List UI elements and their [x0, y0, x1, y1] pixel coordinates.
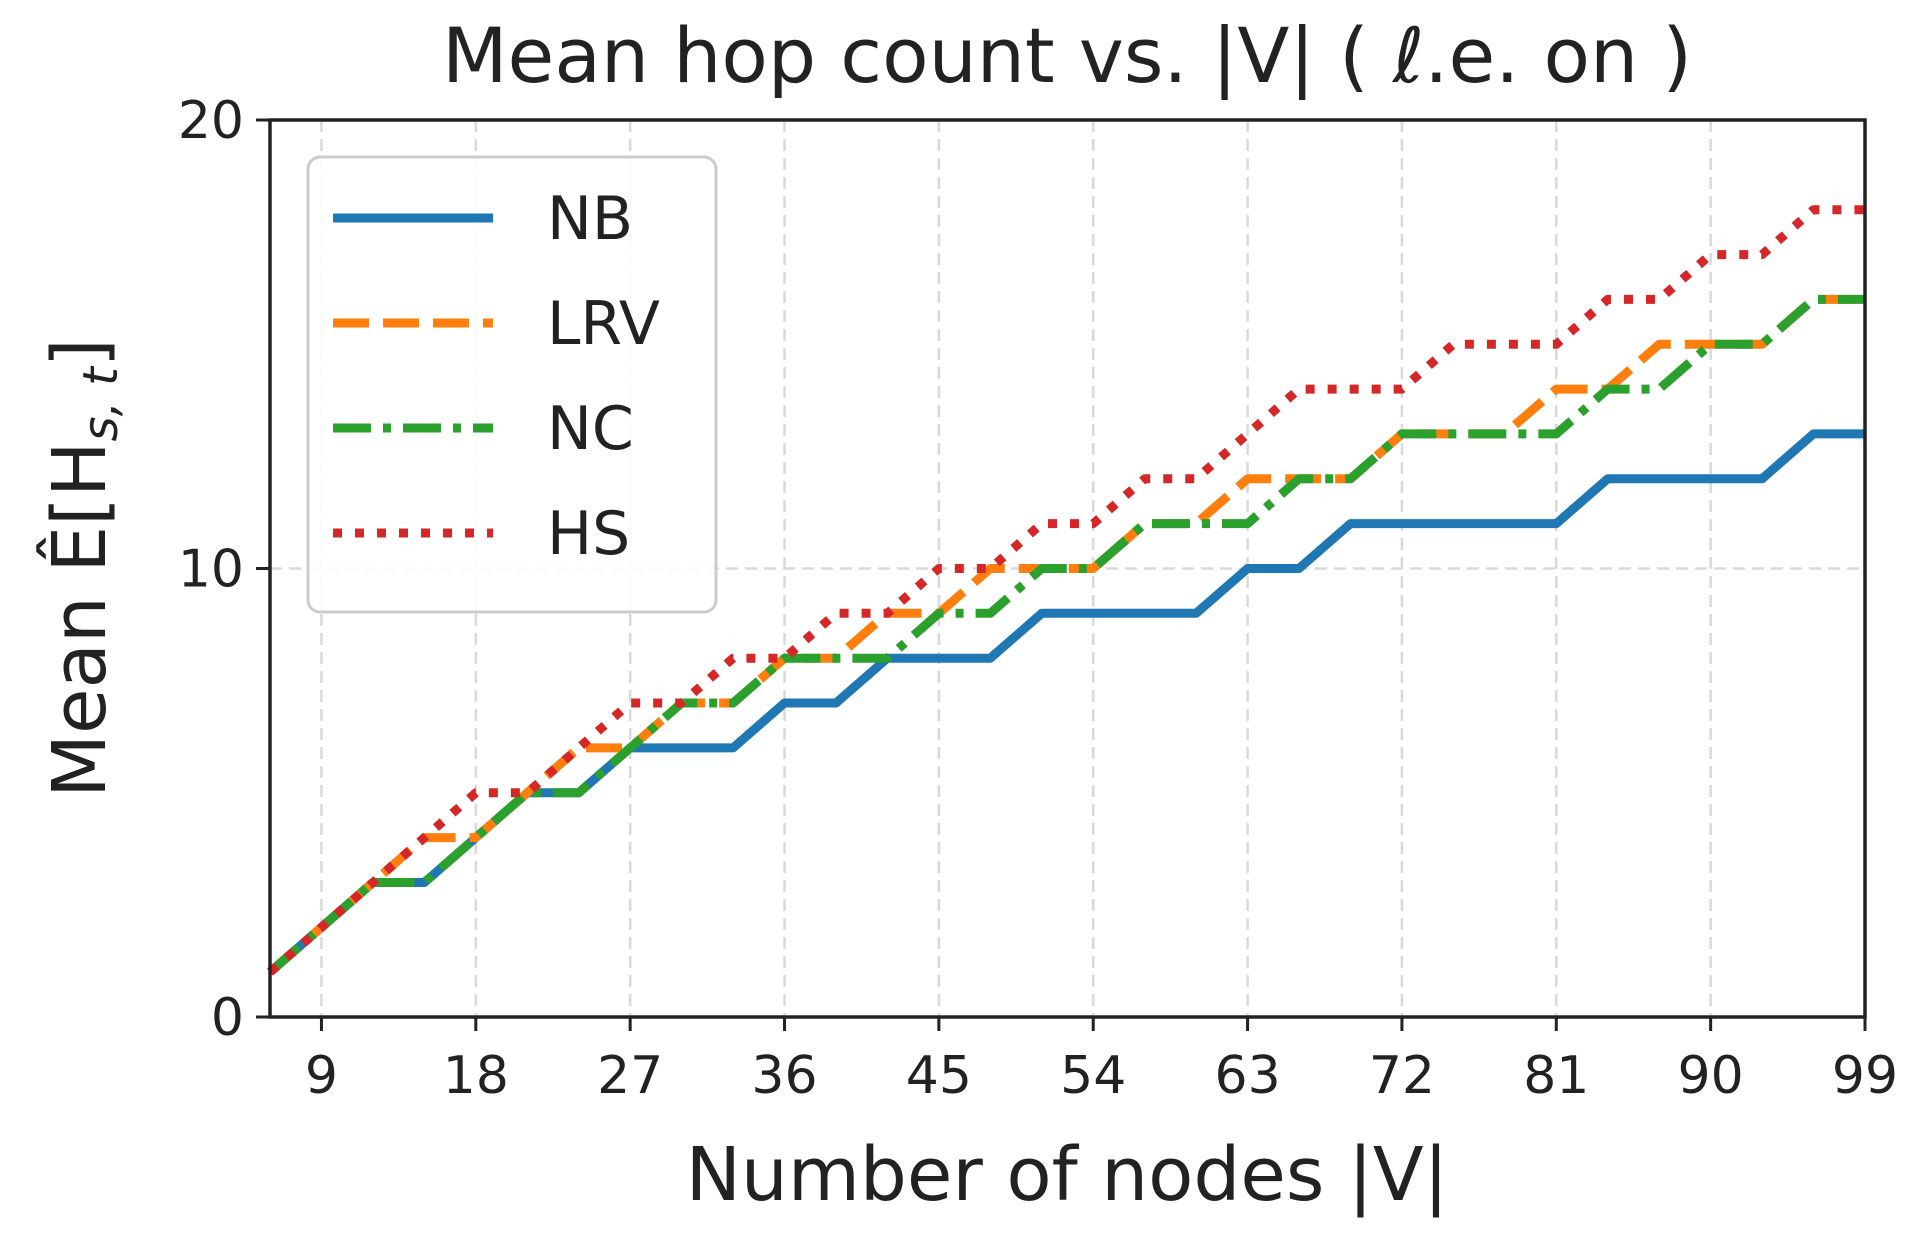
x-tick-label: 72 — [1369, 1046, 1435, 1106]
x-tick-label: 9 — [305, 1046, 338, 1106]
y-tick-label: 0 — [211, 988, 244, 1048]
x-tick-label: 18 — [443, 1046, 509, 1106]
legend: NB LRV NC HS — [306, 155, 718, 614]
legend-label-hs: HS — [547, 499, 630, 569]
y-axis-label-subscript: s, t — [73, 365, 129, 442]
legend-label-nc: NC — [547, 394, 634, 464]
x-axis-label: Number of nodes |V| — [686, 1132, 1449, 1218]
x-tick-label: 99 — [1832, 1046, 1898, 1106]
y-tick-label: 10 — [178, 540, 244, 600]
series-lines — [267, 205, 1865, 976]
axis-ticks: 9 18 27 36 45 54 63 72 81 90 99 0 10 20 — [178, 91, 1898, 1106]
x-tick-label: 27 — [597, 1046, 663, 1106]
series-line-hs — [267, 205, 1865, 976]
y-axis-label: Mean Ê[Hs, t] — [35, 338, 129, 798]
x-tick-label: 81 — [1523, 1046, 1589, 1106]
legend-label-lrv: LRV — [547, 289, 660, 359]
x-tick-label: 63 — [1214, 1046, 1280, 1106]
y-axis-label-close: ] — [37, 338, 123, 367]
x-tick-label: 36 — [751, 1046, 817, 1106]
legend-label-nb: NB — [547, 184, 633, 254]
x-tick-label: 54 — [1060, 1046, 1126, 1106]
y-axis-label-main: Mean Ê[H — [35, 441, 123, 797]
x-tick-label: 90 — [1678, 1046, 1744, 1106]
legend-box — [306, 155, 718, 614]
x-tick-label: 45 — [906, 1046, 972, 1106]
y-tick-label: 20 — [178, 91, 244, 151]
chart-title: Mean hop count vs. |V| ( ℓ.e. on ) — [442, 11, 1692, 101]
series-line-nc — [267, 294, 1865, 976]
